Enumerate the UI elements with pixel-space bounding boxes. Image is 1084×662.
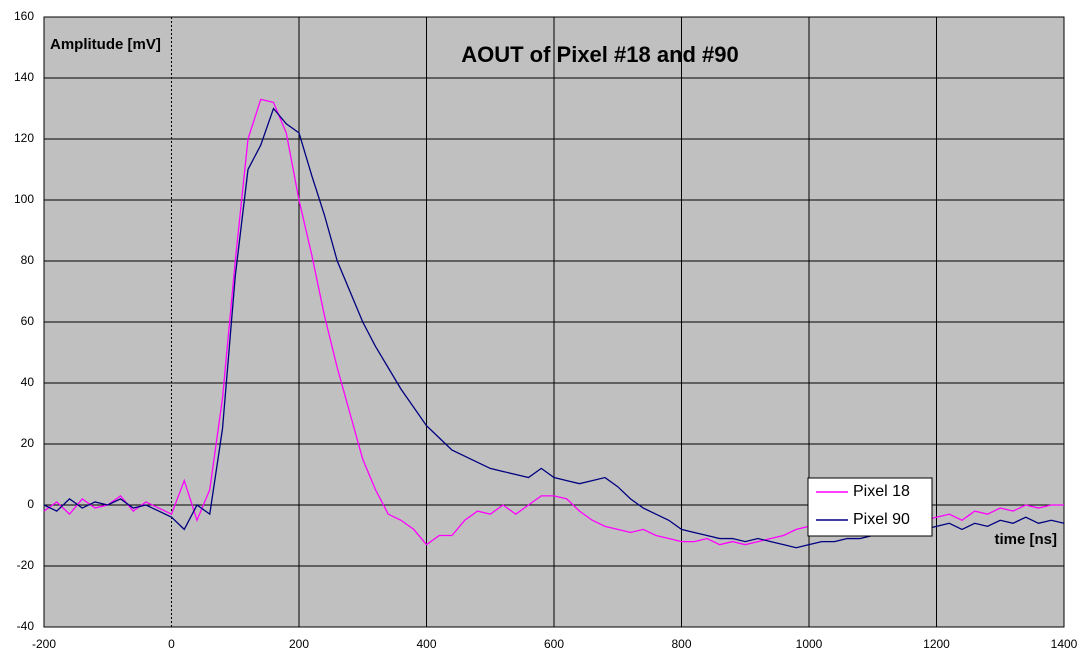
grid [43, 16, 1065, 628]
legend-label: Pixel 18 [853, 483, 910, 500]
legend-box [807, 477, 933, 537]
x-tick-label: 1400 [1051, 637, 1078, 651]
y-tick-label: 120 [14, 131, 34, 145]
x-tick-label: 600 [544, 637, 564, 651]
x-tick-label: 800 [671, 637, 691, 651]
x-axis-label: time [ns] [994, 531, 1057, 548]
x-tick-label: 200 [289, 637, 309, 651]
x-tick-label: 1000 [796, 637, 823, 651]
y-tick-label: 20 [21, 436, 35, 450]
y-tick-label: 80 [21, 253, 35, 267]
x-tick-label: 400 [416, 637, 436, 651]
y-tick-label: 60 [21, 314, 35, 328]
chart-title: AOUT of Pixel #18 and #90 [461, 42, 739, 67]
legend-label: Pixel 90 [853, 511, 910, 528]
y-tick-label: 140 [14, 70, 34, 84]
y-tick-label: 160 [14, 9, 34, 23]
x-tick-label: 1200 [923, 637, 950, 651]
y-tick-label: 100 [14, 192, 34, 206]
y-tick-label: -20 [17, 558, 35, 572]
y-tick-label: -40 [17, 619, 35, 633]
y-tick-label: 0 [27, 497, 34, 511]
x-tick-label: 0 [168, 637, 175, 651]
x-tick-label: -200 [32, 637, 56, 651]
y-tick-label: 40 [21, 375, 35, 389]
y-axis-label: Amplitude [mV] [50, 36, 161, 53]
